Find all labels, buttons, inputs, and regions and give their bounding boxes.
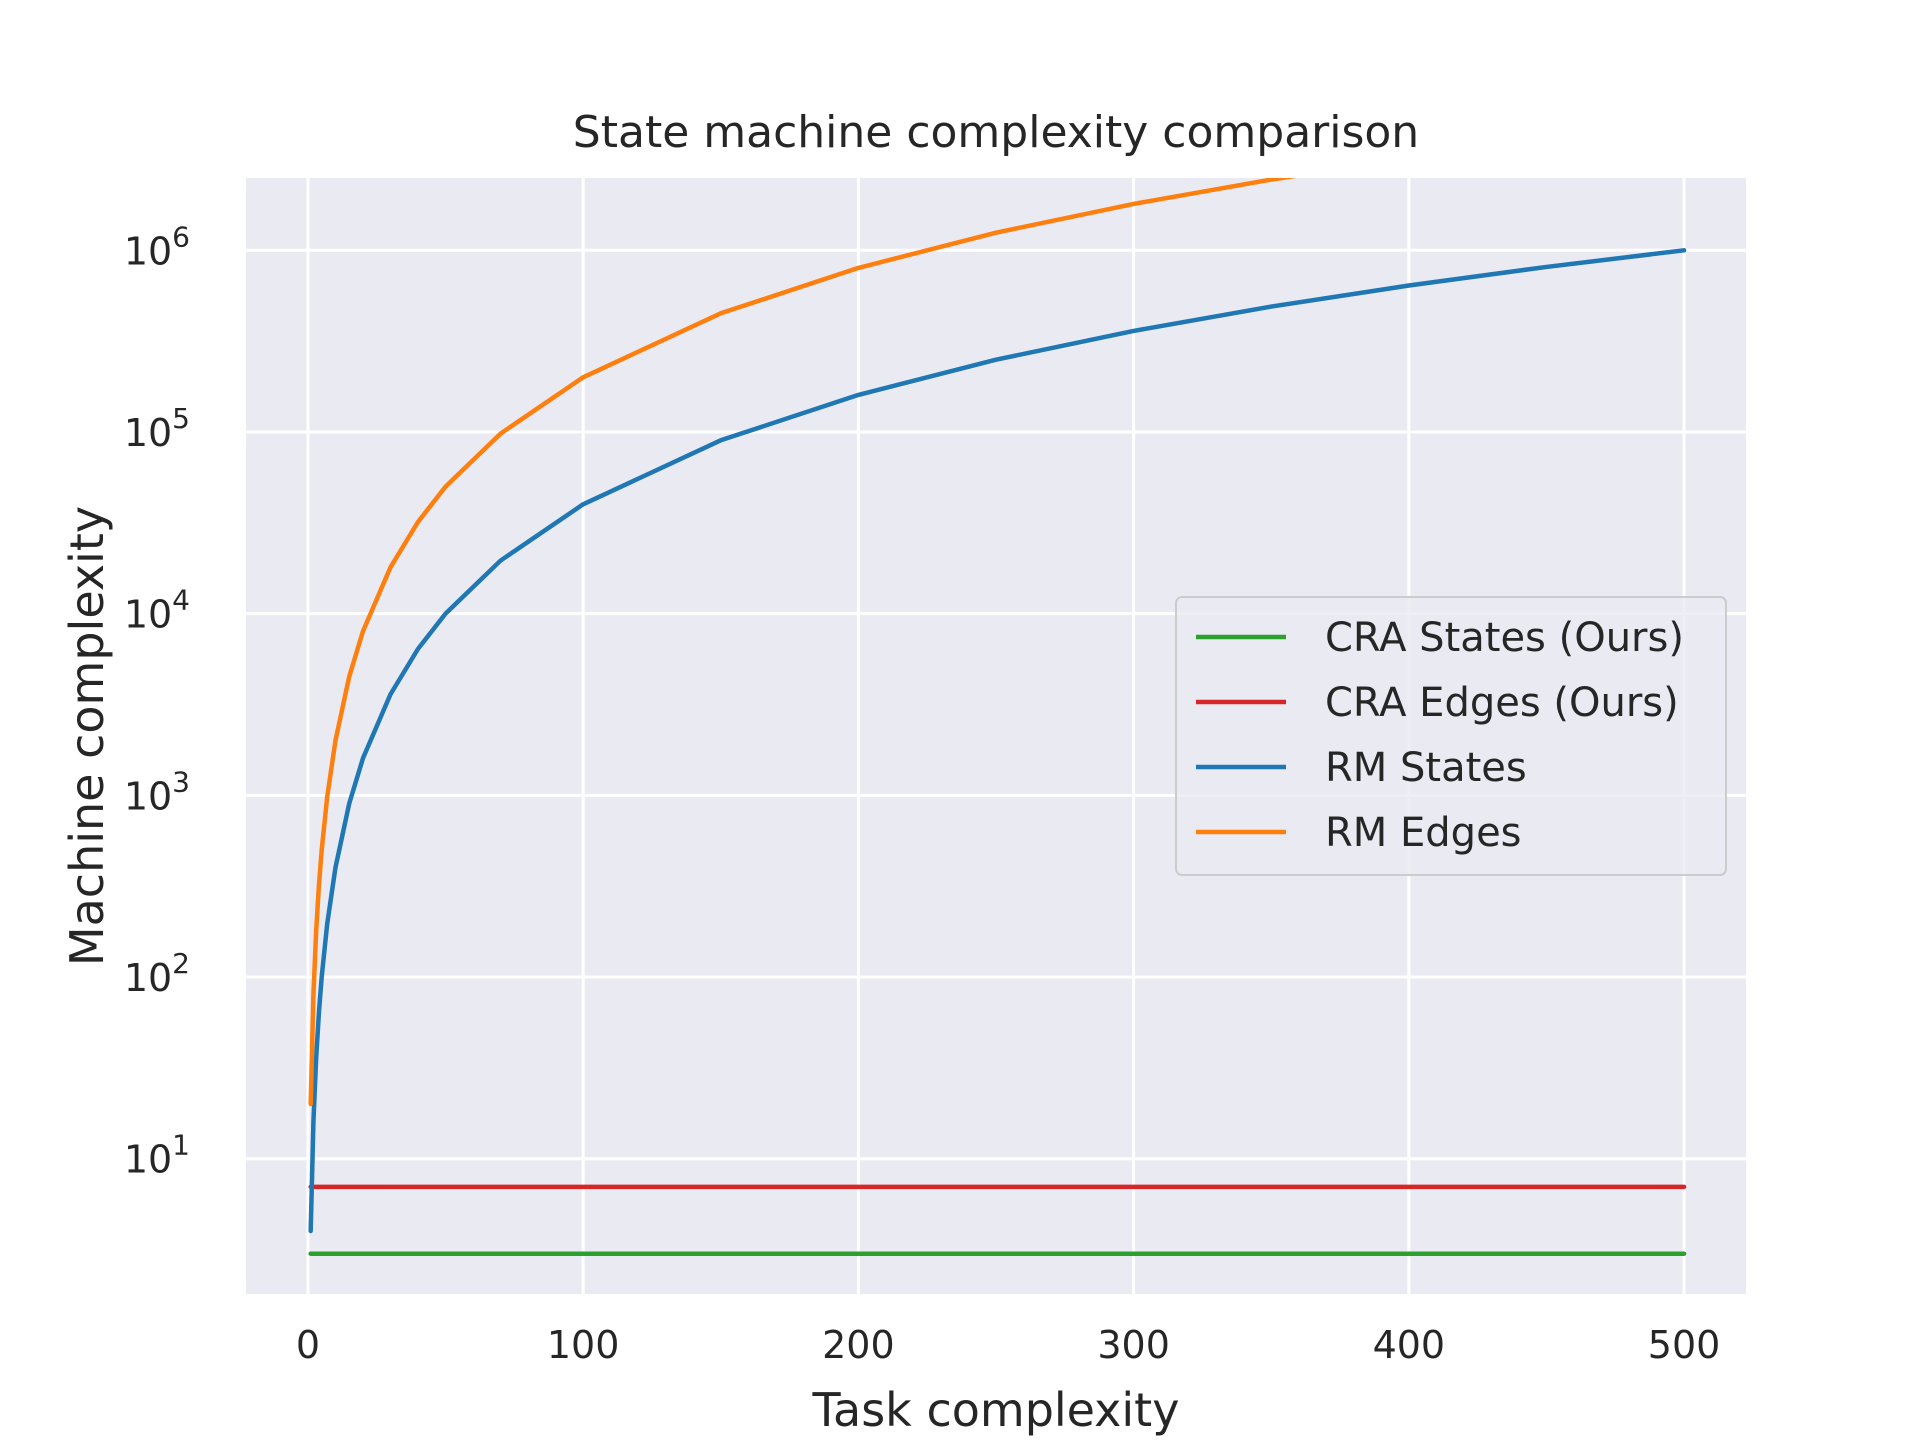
x-tick-label: 0 bbox=[296, 1323, 320, 1367]
y-tick-label: 102 bbox=[124, 947, 190, 1000]
series-line-rm-states bbox=[308, 248, 1687, 1234]
legend-label: CRA States (Ours) bbox=[1325, 615, 1684, 661]
series-group bbox=[308, 178, 1687, 1256]
chart-title: State machine complexity comparison bbox=[573, 107, 1419, 158]
legend-label: CRA Edges (Ours) bbox=[1325, 680, 1679, 726]
y-tick-label: 105 bbox=[124, 402, 190, 455]
x-tick-label: 400 bbox=[1373, 1323, 1446, 1367]
y-tick-label: 106 bbox=[124, 220, 190, 273]
y-tick-labels: 101 102 103 104 105 106 bbox=[124, 220, 190, 1181]
y-axis-label: Machine complexity bbox=[60, 506, 114, 966]
y-tick-label: 103 bbox=[124, 765, 190, 818]
x-tick-label: 100 bbox=[547, 1323, 620, 1367]
legend-label: RM Edges bbox=[1325, 810, 1522, 856]
legend-box bbox=[1175, 596, 1727, 876]
series-line-rm-edges bbox=[308, 178, 1297, 1107]
x-tick-labels: 0 100 200 300 400 500 bbox=[296, 1323, 1721, 1367]
x-axis-label: Task complexity bbox=[812, 1383, 1180, 1437]
legend-label: RM States bbox=[1325, 745, 1527, 791]
x-tick-label: 300 bbox=[1097, 1323, 1170, 1367]
legend: CRA States (Ours) CRA Edges (Ours) RM Stat… bbox=[1175, 596, 1727, 876]
y-tick-label: 104 bbox=[124, 584, 190, 637]
x-tick-label: 500 bbox=[1648, 1323, 1721, 1367]
x-tick-label: 200 bbox=[822, 1323, 895, 1367]
y-tick-label: 101 bbox=[124, 1129, 190, 1182]
